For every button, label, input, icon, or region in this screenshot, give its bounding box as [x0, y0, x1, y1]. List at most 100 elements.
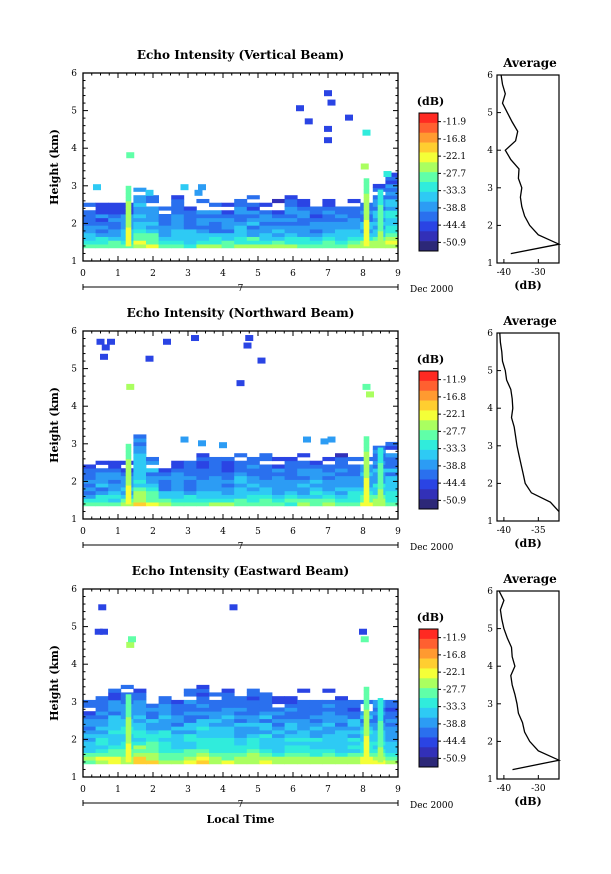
heatmap-cell: [297, 718, 311, 723]
heatmap-cell: [209, 714, 222, 720]
heatmap-cell: [221, 714, 235, 720]
heatmap-cell: [133, 730, 147, 735]
heatmap-cell: [221, 244, 235, 249]
heatmap-cell: [221, 456, 235, 462]
heatmap-cell: [171, 714, 185, 720]
heatmap-cell: [83, 468, 96, 473]
heatmap-cell: [146, 730, 159, 735]
heatmap-cell: [335, 479, 348, 484]
heatmap-cell: [347, 225, 361, 230]
heatmap-cell: [347, 214, 361, 219]
heatmap-cell: [284, 752, 298, 757]
heatmap-cell: [183, 221, 197, 226]
heatmap-cell: [196, 718, 210, 723]
heatmap-cell: [347, 733, 361, 738]
heatmap-cell: [259, 711, 273, 716]
heatmap-cell: [183, 733, 197, 738]
heatmap-cell: [297, 748, 311, 753]
heatmap-cell: [259, 472, 273, 477]
heatmap-cell: [322, 711, 336, 716]
heatmap-cell: [158, 498, 172, 503]
colorbar-swatch: [419, 241, 438, 252]
heatmap-cell: [196, 240, 210, 245]
heatmap-cell: [377, 728, 384, 733]
heatmap-cell: [83, 472, 96, 477]
heatmap-cell: [133, 187, 147, 192]
heatmap-cell: [108, 221, 122, 226]
heatmap-cell: [146, 468, 159, 473]
heatmap-cell: [377, 724, 384, 729]
heatmap-cell: [347, 714, 361, 720]
day-label: 7: [238, 542, 244, 552]
heatmap-cell: [83, 502, 96, 507]
heatmap-cell: [234, 240, 248, 245]
heatmap-cell: [284, 225, 298, 230]
heatmap-cell: [377, 455, 384, 460]
heatmap-cell: [284, 198, 298, 204]
echo-cell: [126, 383, 135, 390]
date-label: Dec 2000: [410, 285, 454, 295]
heatmap-cell: [234, 711, 248, 716]
heatmap-cell: [183, 737, 197, 742]
heatmap-cell: [272, 745, 285, 750]
heatmap-cell: [158, 703, 172, 708]
heatmap-cell: [83, 760, 96, 765]
heatmap-cell: [95, 214, 109, 219]
heatmap-cell: [272, 221, 285, 226]
heatmap-cell: [385, 718, 399, 723]
heatmap-cell: [221, 487, 235, 492]
heatmap-cell: [158, 221, 172, 226]
heatmap-cell: [209, 479, 222, 484]
heatmap-cell: [209, 745, 222, 750]
heatmap-cell: [234, 752, 248, 757]
heatmap-cell: [272, 232, 285, 237]
heatmap-cell: [246, 479, 260, 484]
heatmap-cell: [83, 490, 96, 495]
heatmap-cell: [171, 217, 185, 222]
heatmap-cell: [377, 492, 384, 497]
heatmap-cell: [158, 722, 172, 727]
heatmap-cell: [309, 760, 323, 765]
heatmap-cell: [234, 198, 248, 204]
heatmap-cell: [335, 460, 348, 465]
heatmap-cell: [322, 722, 336, 727]
echo-cell: [320, 438, 329, 445]
heatmap-cell: [377, 230, 384, 236]
heatmap-cell: [385, 191, 399, 196]
heatmap-cell: [335, 752, 348, 757]
heatmap-cell: [347, 456, 361, 462]
heatmap-cell: [322, 210, 336, 215]
heatmap-cell: [158, 699, 172, 705]
heatmap-cell: [221, 221, 235, 226]
heatmap-cell: [108, 483, 122, 488]
heatmap-cell: [196, 456, 210, 462]
heatmap-cell: [125, 698, 132, 703]
heatmap-cell: [259, 479, 273, 484]
heatmap-cell: [171, 479, 185, 484]
heatmap-cell: [108, 741, 122, 746]
heatmap-cell: [95, 229, 109, 234]
heatmap-cell: [259, 726, 273, 731]
heatmap-cell: [83, 718, 96, 723]
heatmap-cell: [284, 490, 298, 495]
heatmap-cell: [209, 733, 222, 738]
colorbar-tick-label: -33.3: [443, 445, 466, 455]
heatmap-cell: [171, 730, 185, 735]
panel-3: [82, 588, 562, 806]
heatmap-cell: [183, 752, 197, 757]
heatmap-cell: [246, 760, 260, 765]
heatmap-cell: [125, 234, 132, 239]
heatmap-cell: [347, 756, 361, 761]
heatmap-cell: [83, 210, 96, 215]
heatmap-cell: [322, 472, 336, 477]
heatmap-cell: [133, 445, 147, 450]
heatmap-cell: [171, 502, 185, 507]
heatmap-cell: [234, 464, 248, 469]
echo-cell: [324, 90, 332, 97]
average-x-tick-label: -40: [497, 526, 512, 536]
colorbar-swatch: [419, 371, 438, 382]
heatmap-cell: [335, 737, 348, 742]
heatmap-cell: [259, 221, 273, 226]
echo-cell: [366, 391, 374, 398]
heatmap-cell: [221, 722, 235, 727]
